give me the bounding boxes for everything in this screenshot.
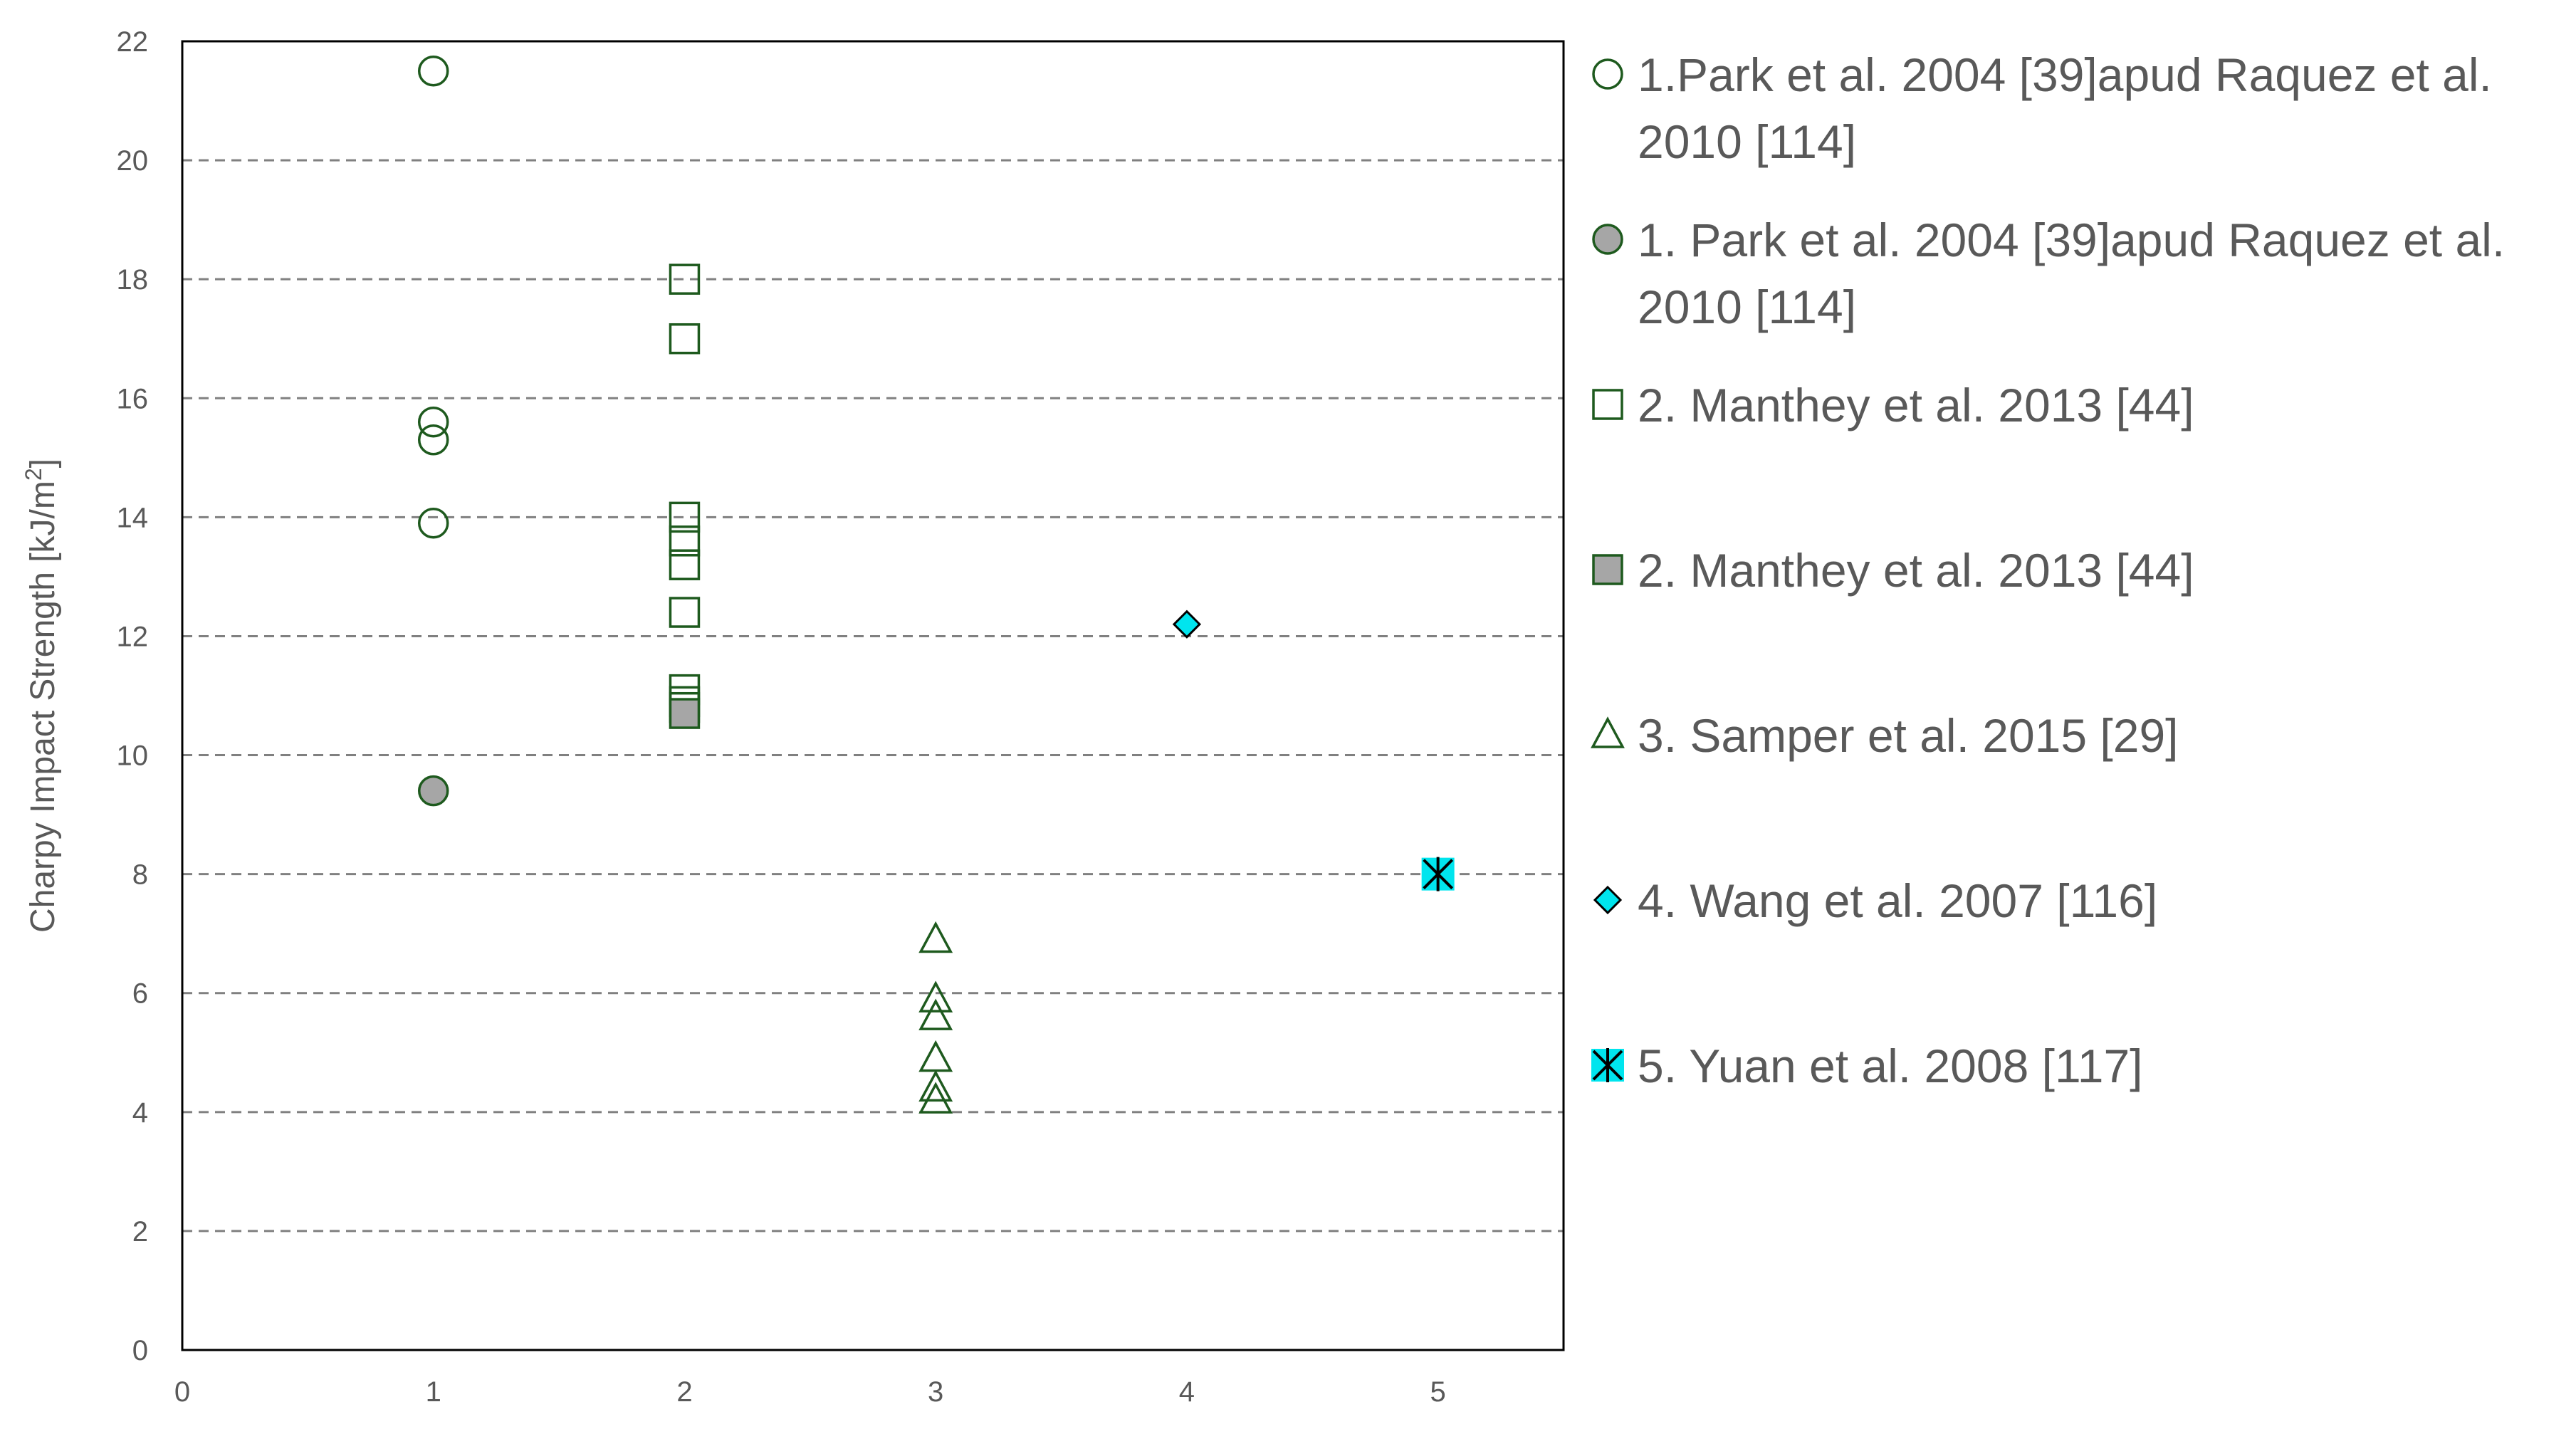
plot-area-border	[181, 40, 1565, 1351]
data-point-s4-1	[669, 698, 701, 729]
data-points	[417, 56, 1455, 1114]
data-point-s7-1	[1421, 857, 1455, 891]
data-point-s3-1	[669, 263, 701, 295]
y-tick-label: 14	[117, 502, 149, 533]
x-tick-label: 4	[1179, 1376, 1195, 1408]
legend-label: 2010 [114]	[1638, 281, 1856, 333]
data-point-s5-5	[918, 1069, 953, 1102]
legend-label: 5. Yuan et al. 2008 [117]	[1638, 1040, 2143, 1092]
legend-label: 2. Manthey et al. 2013 [44]	[1638, 379, 2194, 431]
legend-item: 5. Yuan et al. 2008 [117]	[1591, 1040, 2143, 1092]
data-point-s6-1	[1172, 609, 1202, 639]
y-tick-label: 18	[117, 264, 149, 295]
x-tick-label: 1	[426, 1376, 441, 1408]
data-point-s3-4	[669, 525, 701, 557]
y-tick-label: 10	[117, 741, 149, 772]
legend-marker-circle-filled-icon	[1592, 224, 1623, 255]
data-point-s5-4	[918, 1040, 953, 1072]
y-tick-label: 8	[132, 859, 148, 891]
y-tick-label: 12	[117, 621, 149, 652]
y-tick-label: 6	[132, 978, 148, 1010]
legend-label: 3. Samper et al. 2015 [29]	[1638, 709, 2178, 762]
legend: 1.Park et al. 2004 [39]apud Raquez et al…	[1591, 48, 2505, 1092]
legend-item: 1. Park et al. 2004 [39]apud Raquez et a…	[1592, 214, 2505, 333]
data-point-s2-1	[417, 775, 449, 807]
legend-marker-diamond-cyan-icon	[1593, 885, 1623, 915]
y-axis-title: Charpy Impact Strength [kJ/m2]	[21, 459, 62, 933]
x-axis-ticks: 0 1 2 3 4 5	[174, 1376, 1446, 1408]
legend-marker-circle-open-icon	[1592, 58, 1623, 90]
data-point-s5-1	[918, 921, 953, 953]
legend-item: 3. Samper et al. 2015 [29]	[1591, 709, 2178, 762]
data-point-s1-4	[417, 507, 449, 539]
data-point-s3-6	[669, 597, 701, 628]
legend-label: 2. Manthey et al. 2013 [44]	[1638, 544, 2194, 597]
data-point-s3-2	[669, 323, 701, 355]
data-point-s1-3	[417, 424, 449, 456]
y-axis-title-main: Charpy Impact Strength [kJ/m	[24, 481, 62, 933]
y-tick-label: 22	[117, 26, 149, 58]
legend-item: 2. Manthey et al. 2013 [44]	[1592, 379, 2194, 431]
y-tick-label: 20	[117, 145, 149, 177]
legend-item: 2. Manthey et al. 2013 [44]	[1592, 544, 2194, 597]
x-tick-label: 0	[174, 1376, 190, 1408]
gridlines	[182, 159, 1564, 1233]
y-axis-title-superscript: 2	[21, 468, 46, 481]
data-point-s3-3	[669, 501, 701, 533]
legend-label: 2010 [114]	[1638, 115, 1856, 168]
legend-marker-square-filled-icon	[1592, 554, 1623, 585]
y-axis-title-close: ]	[24, 459, 62, 468]
y-tick-label: 2	[132, 1216, 148, 1247]
data-point-s5-3	[918, 998, 953, 1030]
data-point-s5-6	[918, 1082, 953, 1114]
data-point-s5-2	[918, 980, 953, 1012]
x-tick-label: 2	[676, 1376, 692, 1408]
data-point-s3-5	[669, 549, 701, 580]
legend-item: 4. Wang et al. 2007 [116]	[1593, 874, 2157, 927]
data-point-s1-1	[417, 56, 449, 87]
data-point-s1-2	[417, 406, 449, 438]
y-tick-label: 0	[132, 1335, 148, 1366]
y-tick-label: 16	[117, 383, 149, 414]
y-axis-ticks: 0 2 4 6 8 10 12 14 16 18 20 22	[117, 26, 149, 1366]
legend-item: 1.Park et al. 2004 [39]apud Raquez et al…	[1592, 48, 2492, 168]
y-tick-label: 4	[132, 1097, 148, 1129]
x-tick-label: 3	[928, 1376, 943, 1408]
legend-marker-square-open-icon	[1592, 389, 1623, 420]
legend-label: 4. Wang et al. 2007 [116]	[1638, 874, 2157, 927]
legend-label: 1. Park et al. 2004 [39]apud Raquez et a…	[1638, 214, 2505, 266]
legend-label: 1.Park et al. 2004 [39]apud Raquez et al…	[1638, 48, 2492, 101]
legend-marker-triangle-open-icon	[1591, 716, 1625, 748]
legend-marker-asterisk-cyan-icon	[1591, 1048, 1624, 1082]
x-tick-label: 5	[1430, 1376, 1446, 1408]
